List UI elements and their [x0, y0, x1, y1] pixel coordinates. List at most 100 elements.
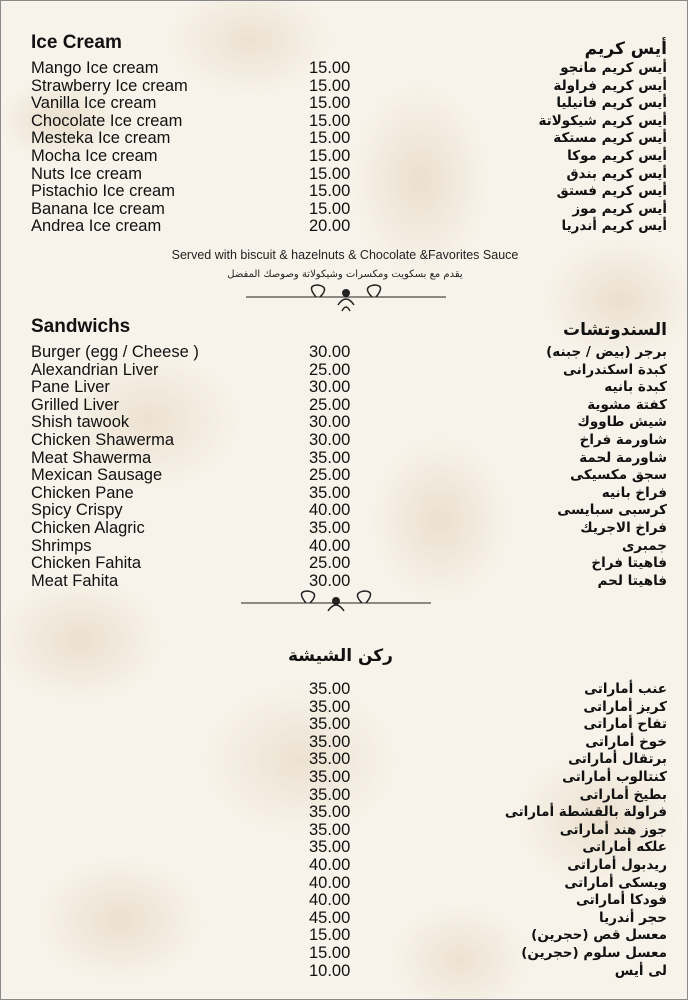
item-price: 35.00 [309, 715, 351, 734]
item-name-ar: كفتة مشوية [587, 396, 667, 413]
item-name-ar: ريدبول أماراتى [567, 857, 667, 873]
item-price: 25.00 [309, 360, 351, 379]
item-price: 40.00 [309, 891, 351, 910]
ice-cream-note-en: Served with biscuit & hazelnuts & Chocol… [171, 248, 519, 262]
item-name-ar: معسل قص (حجرين) [531, 927, 667, 944]
item-price: 15.00 [309, 59, 351, 77]
item-name-en: Chicken Shawerma [31, 431, 175, 449]
item-name-en: Chicken Pane [31, 483, 134, 502]
item-name-ar: أيس كريم فانيليا [556, 95, 667, 112]
item-price: 25.00 [309, 395, 351, 414]
item-name-en: Shrimps [31, 536, 92, 555]
item-name-ar: أيس كريم شيكولاتة [538, 112, 668, 129]
item-price: 35.00 [309, 483, 351, 502]
item-price: 30.00 [309, 431, 351, 449]
item-price: 15.00 [309, 111, 351, 130]
item-name-ar: أيس كريم فراولة [553, 77, 667, 94]
item-name-en: Mesteka Ice cream [31, 129, 171, 148]
item-name-ar: جوز هند أماراتى [559, 821, 667, 838]
item-name-ar: فودكا أماراتى [575, 892, 667, 909]
item-name-ar: عنب أماراتى [584, 681, 667, 697]
item-price: 40.00 [309, 536, 351, 555]
item-price: 15.00 [309, 182, 351, 201]
item-name-en: Meat Shawerma [31, 448, 152, 467]
item-name-ar: أيس كريم أندريا [561, 218, 668, 235]
ornament-divider [246, 284, 446, 312]
item-price: 15.00 [309, 76, 351, 95]
item-name-ar: شاورمة فراخ [579, 432, 667, 448]
item-name-en: Meat Fahita [31, 571, 119, 590]
item-name-en: Burger (egg / Cheese ) [31, 343, 199, 361]
item-name-ar: علكه أماراتى [582, 839, 667, 856]
item-price: 40.00 [309, 856, 351, 874]
item-name-en: Alexandrian Liver [31, 360, 159, 379]
item-name-ar: كريز أماراتى [583, 698, 667, 715]
item-price: 15.00 [309, 94, 351, 113]
item-price: 30.00 [309, 413, 351, 432]
item-price: 30.00 [309, 343, 351, 361]
item-price: 35.00 [309, 519, 351, 537]
ice-cream-title-en: Ice Cream [31, 32, 122, 53]
item-name-ar: خوخ أماراتى [585, 733, 667, 750]
item-price: 45.00 [309, 908, 351, 927]
item-name-ar: كرسبى سبايسى [557, 502, 667, 519]
item-price: 15.00 [309, 199, 351, 218]
ornament-divider [241, 590, 431, 612]
item-price: 35.00 [309, 803, 351, 822]
item-price: 10.00 [309, 961, 351, 980]
item-name-ar: أيس كريم مستكة [553, 130, 667, 147]
item-price: 35.00 [309, 680, 351, 698]
item-price: 40.00 [309, 501, 351, 520]
item-name-en: Mexican Sausage [31, 466, 163, 485]
item-name-en: Chocolate Ice cream [31, 111, 183, 130]
item-name-ar: أيس كريم مانجو [560, 60, 667, 76]
item-name-ar: فراولة بالقشطة أماراتى [504, 804, 667, 821]
item-name-en: Shish tawook [31, 413, 130, 432]
item-name-en: Pane Liver [31, 378, 110, 397]
item-name-ar: فراخ الاجريك [580, 520, 667, 536]
item-name-ar: فاهيتا فراخ [591, 555, 667, 572]
item-name-en: Chicken Fahita [31, 554, 142, 573]
item-price: 35.00 [309, 697, 351, 716]
item-name-en: Strawberry Ice cream [31, 76, 188, 95]
item-name-ar: أيس كريم موكا [567, 148, 667, 164]
item-name-en: Spicy Crispy [31, 501, 123, 520]
item-name-ar: أيس كريم موز [572, 200, 667, 217]
sandwiches-title-ar: السندوتشات [563, 320, 667, 340]
item-name-ar: كنتالوب أماراتى [562, 769, 667, 785]
item-price: 35.00 [309, 768, 351, 786]
item-name-ar: شاورمة لحمة [579, 449, 667, 466]
item-name-ar: لى أيس [614, 962, 667, 979]
item-name-ar: بطيخ أماراتى [579, 786, 667, 803]
item-price: 30.00 [309, 378, 351, 397]
item-name-en: Grilled Liver [31, 395, 120, 414]
ice-cream-note-ar: يقدم مع بسكويت ومكسرات وشيكولاتة وصوصك ا… [227, 269, 463, 280]
item-name-ar: كبدة بانيه [604, 379, 667, 396]
item-price: 35.00 [309, 785, 351, 804]
item-name-en: Andrea Ice cream [31, 217, 162, 236]
item-name-ar: حجر أندريا [599, 909, 667, 926]
item-name-ar: فاهيتا لحم [597, 572, 667, 589]
item-price: 30.00 [309, 571, 351, 590]
item-name-ar: برتقال أماراتى [568, 751, 667, 768]
item-price: 35.00 [309, 820, 351, 839]
item-price: 15.00 [309, 926, 351, 945]
item-price: 15.00 [309, 129, 351, 148]
ice-cream-title-ar: أيس كريم [584, 39, 667, 59]
item-name-ar: أيس كريم بندق [566, 165, 667, 182]
item-price: 15.00 [309, 147, 351, 165]
item-name-ar: ويسكى أماراتى [564, 874, 667, 891]
item-name-ar: أيس كريم فستق [556, 183, 667, 200]
item-name-ar: كبدة اسكندرانى [562, 361, 667, 378]
item-price: 40.00 [309, 873, 351, 892]
item-name-en: Mango Ice cream [31, 59, 159, 77]
item-price: 25.00 [309, 466, 351, 485]
item-name-en: Mocha Ice cream [31, 147, 158, 165]
item-price: 25.00 [309, 554, 351, 573]
item-price: 35.00 [309, 750, 351, 769]
sandwiches-title-en: Sandwichs [31, 316, 131, 337]
item-name-ar: سجق مكسيكى [570, 467, 667, 484]
item-name-ar: فراخ بانيه [601, 484, 667, 501]
item-name-ar: جمبرى [621, 537, 667, 554]
item-name-ar: شيش طاووك [577, 414, 667, 431]
